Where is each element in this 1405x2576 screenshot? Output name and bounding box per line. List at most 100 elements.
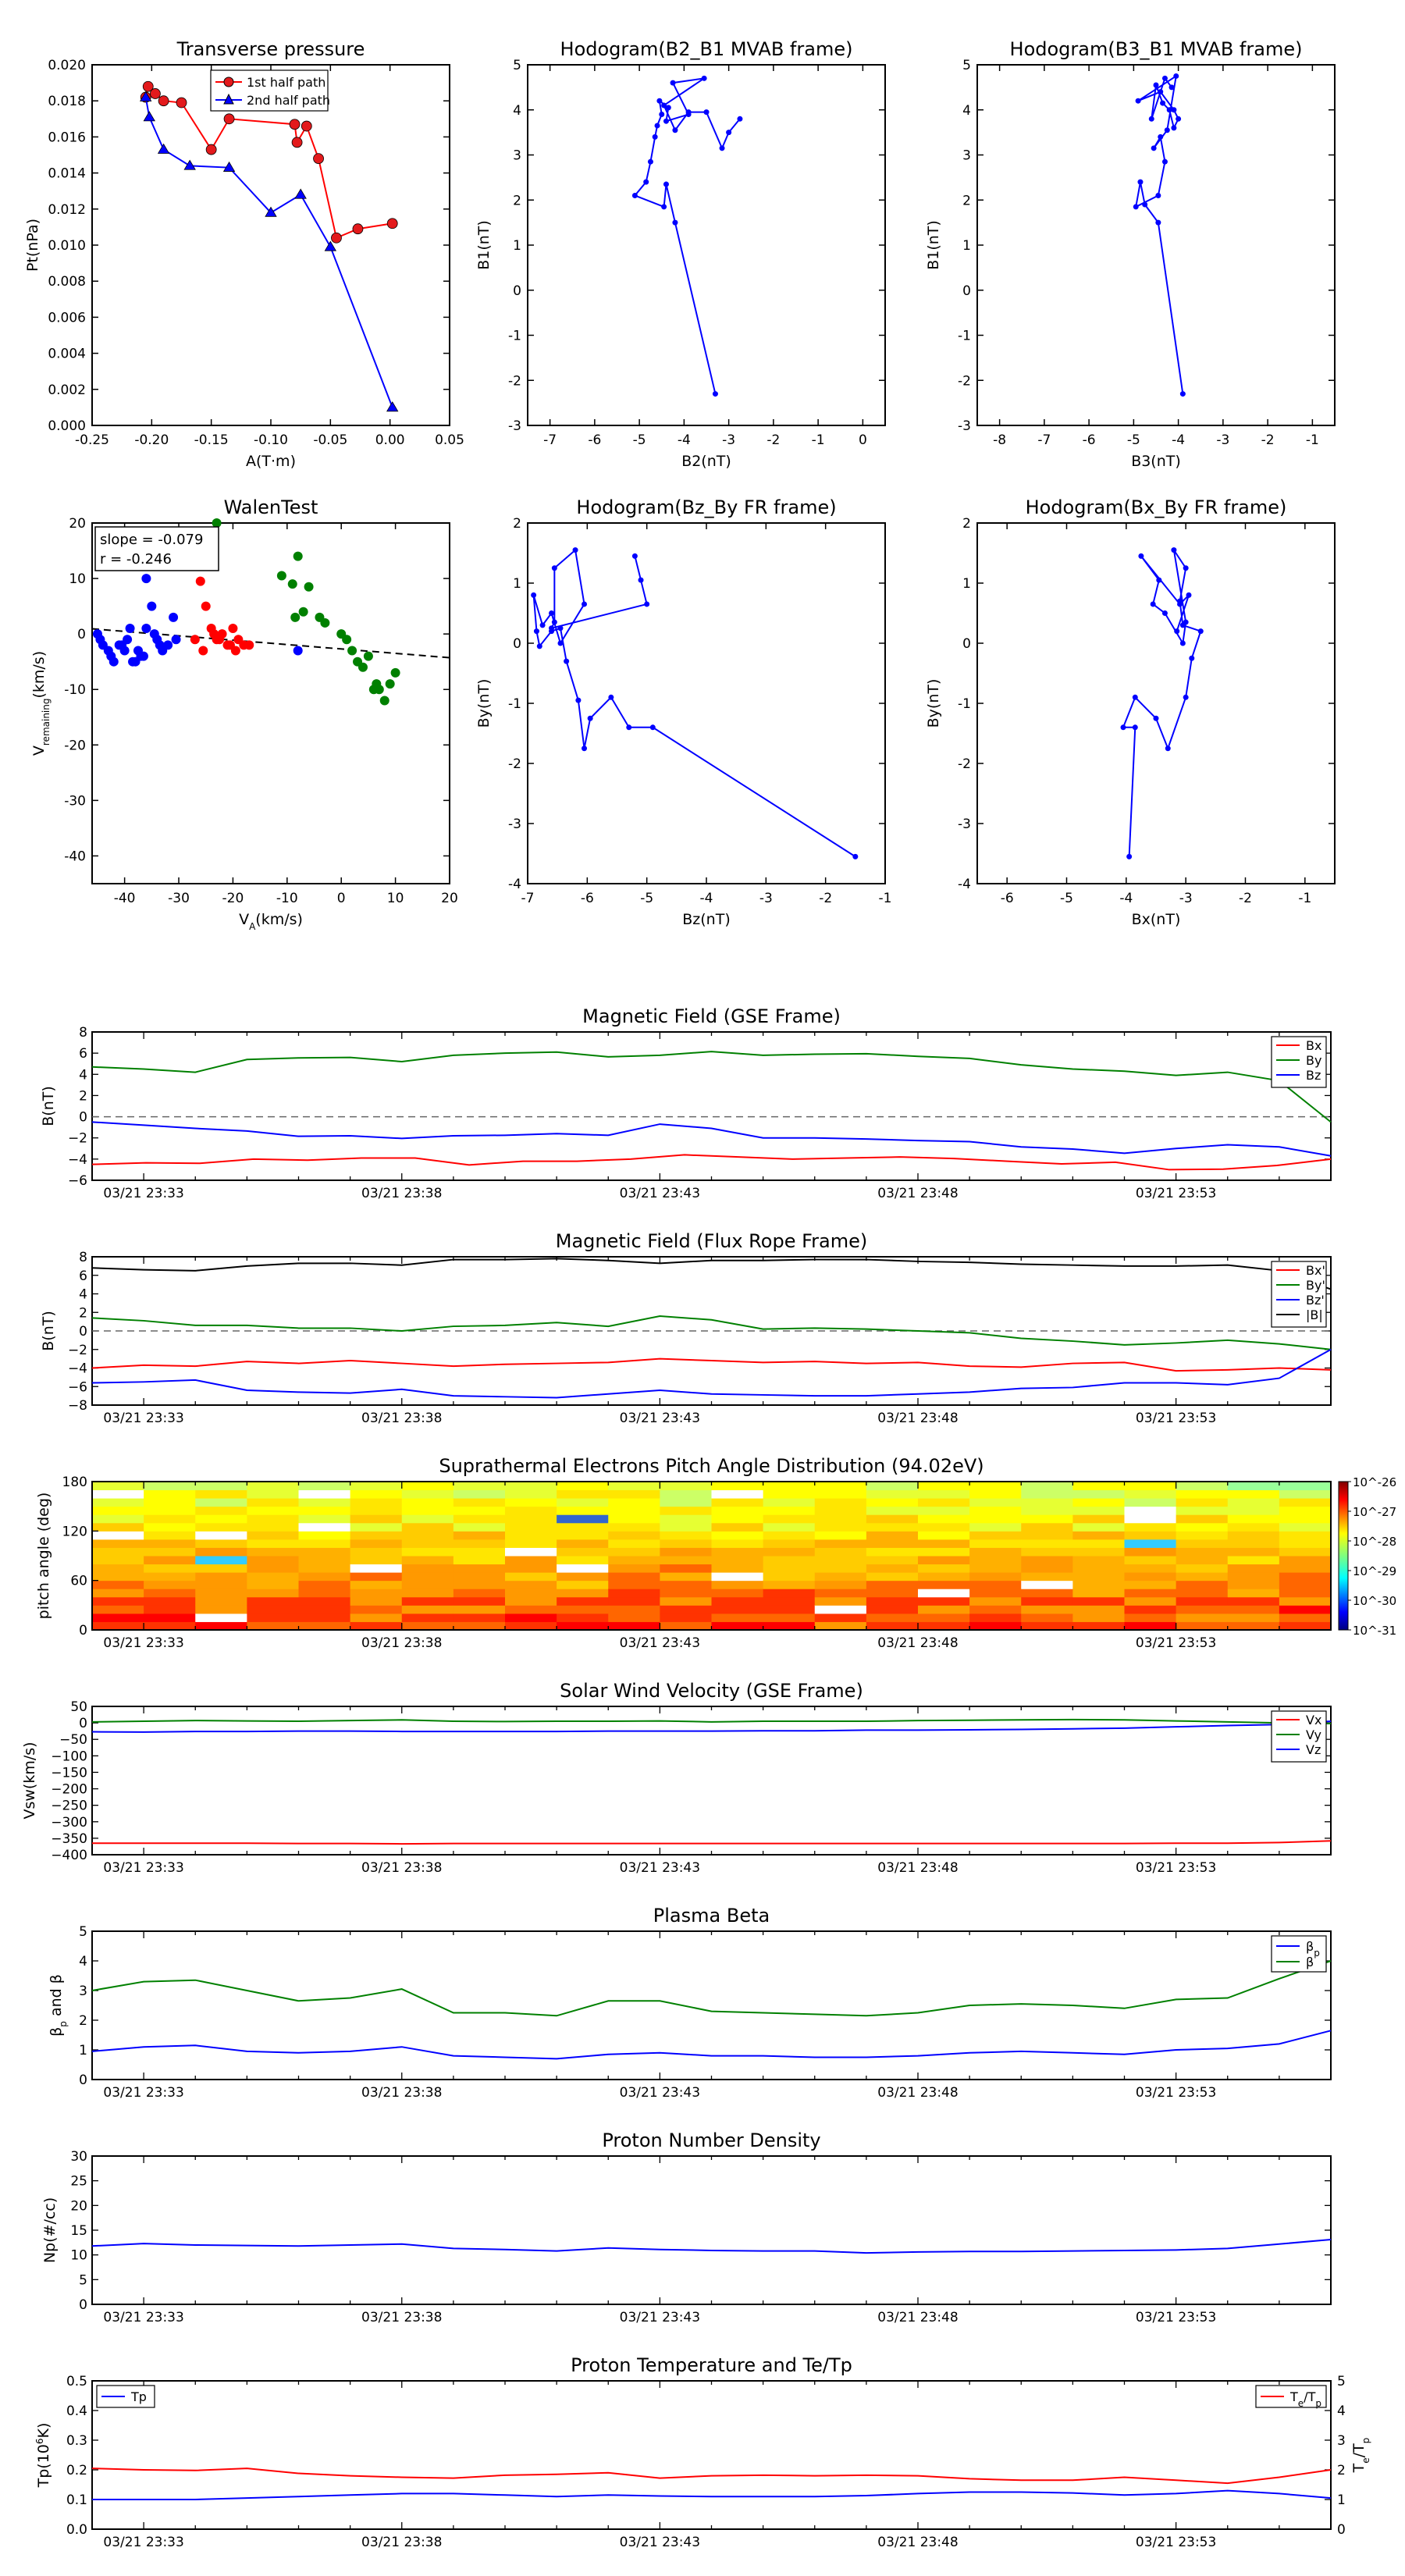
transverse-pressure-ytick-label: 0.000 — [48, 418, 86, 434]
pad-cell — [1279, 1522, 1332, 1532]
velocity-legend-label: Vz — [1306, 1742, 1321, 1757]
pad-cell — [660, 1506, 712, 1515]
pad-cell — [660, 1621, 712, 1631]
pad-cell — [763, 1514, 816, 1524]
pad-cell — [814, 1482, 867, 1491]
pad-cell — [1021, 1580, 1073, 1589]
density-time-label: 03/21 23:53 — [1136, 2310, 1216, 2325]
pad-cell — [1227, 1605, 1280, 1614]
walen-test-ytick-label: -40 — [64, 849, 86, 864]
pad-cell — [763, 1489, 816, 1499]
pad-cell — [505, 1531, 557, 1540]
hodogram-b3-b1-ytick-label: 5 — [962, 58, 971, 73]
pad-cell — [608, 1556, 660, 1565]
pad-cell — [505, 1547, 557, 1557]
hodogram-b2-b1-ytick-label: 2 — [513, 193, 521, 208]
pad-cell — [453, 1556, 506, 1565]
pad-cell — [969, 1498, 1022, 1507]
mag-fr-legend-label: By' — [1306, 1278, 1325, 1293]
pad-cell — [1176, 1489, 1229, 1499]
hodogram-bz-by-ytick-label: -1 — [508, 696, 521, 712]
pad-cell — [247, 1489, 299, 1499]
pad-cell — [660, 1482, 712, 1491]
pad-cell — [763, 1531, 816, 1540]
pad-cell — [1279, 1564, 1332, 1573]
pad-cell — [92, 1482, 144, 1491]
hodogram-bx-by-point — [1126, 853, 1133, 859]
pad-cell — [195, 1522, 247, 1532]
hodogram-b2-b1-ytick-label: -3 — [508, 418, 521, 434]
walen-test-point — [212, 518, 222, 528]
pad-cell — [557, 1572, 609, 1582]
pad-cell — [763, 1506, 816, 1515]
mag-gse-time-label: 03/21 23:53 — [1136, 1186, 1216, 1201]
pad-cell — [453, 1564, 506, 1573]
pad-cell — [1124, 1489, 1177, 1499]
pad-cell — [92, 1596, 144, 1606]
hodogram-b2-b1-xtick-label: -2 — [767, 432, 780, 448]
hodogram-b3-b1-ytick-label: 2 — [962, 193, 971, 208]
hodogram-b2-b1-point — [701, 75, 707, 81]
hodogram-b3-b1-point — [1171, 125, 1177, 131]
pad-cell — [1021, 1539, 1073, 1548]
pad-cell — [453, 1572, 506, 1582]
pad-cell — [1227, 1522, 1280, 1532]
pad-cell — [608, 1605, 660, 1614]
pad-cell — [969, 1531, 1022, 1540]
pad-cell — [608, 1596, 660, 1606]
pad-cell — [763, 1547, 816, 1557]
pad-cell — [1279, 1506, 1332, 1515]
hodogram-bz-by-point — [536, 643, 542, 649]
pad-cell — [660, 1514, 712, 1524]
pad-cell — [1021, 1572, 1073, 1582]
pad-cell — [866, 1514, 919, 1524]
temperature-ylabel: Tp(106K) — [34, 2423, 52, 2489]
velocity-ytick-label: −250 — [51, 1799, 87, 1814]
pad-colorbar-label: 10^-29 — [1353, 1564, 1396, 1578]
mag-gse-time-label: 03/21 23:33 — [103, 1186, 183, 1201]
density-ytick-label: 30 — [70, 2149, 87, 2165]
walen-test-point — [171, 635, 181, 645]
pad-cell — [92, 1539, 144, 1548]
mag-fr-ytick-label: −4 — [68, 1361, 87, 1377]
pad-cell — [866, 1489, 919, 1499]
hodogram-b2-b1-point — [631, 192, 638, 198]
pad-cell — [711, 1482, 764, 1491]
pad-cell — [1227, 1580, 1280, 1589]
pad-cell — [763, 1482, 816, 1491]
walen-test-point — [128, 656, 138, 667]
pad-cell — [350, 1613, 403, 1622]
walen-test-point — [163, 640, 173, 650]
pad-cell — [969, 1514, 1022, 1524]
mag-fr-series-|B| — [91, 1258, 1332, 1290]
transverse-pressure-point — [324, 240, 337, 251]
hodogram-b3-b1-ytick-label: -2 — [958, 373, 971, 389]
pad-cell — [608, 1572, 660, 1582]
pad-cell — [660, 1596, 712, 1606]
pad-cell — [505, 1605, 557, 1614]
pad-cell — [711, 1596, 764, 1606]
pad-cell — [1279, 1514, 1332, 1524]
pad-ytick-label: 180 — [62, 1475, 87, 1490]
pad-cell — [1227, 1498, 1280, 1507]
density-ytick-label: 0 — [79, 2297, 87, 2313]
pad-cell — [247, 1613, 299, 1622]
pad-cell — [918, 1556, 970, 1565]
temperature-series-Tp — [92, 2489, 1332, 2500]
pad-cell — [1021, 1498, 1073, 1507]
pad-cell — [247, 1539, 299, 1548]
beta-ytick-label: 0 — [79, 2073, 87, 2088]
pad-cell — [1124, 1621, 1177, 1631]
pad-cell — [1072, 1498, 1125, 1507]
hodogram-b3-b1-ytick-label: 1 — [962, 238, 971, 254]
density-ylabel: Np(#/cc) — [41, 2197, 59, 2263]
hodogram-b3-b1-point — [1137, 179, 1144, 185]
hodogram-b2-b1-point — [737, 116, 743, 122]
pad-cell — [969, 1547, 1022, 1557]
velocity-ytick-label: −200 — [51, 1782, 87, 1798]
density-ytick-label: 10 — [70, 2248, 87, 2264]
hodogram-bx-by-point — [1183, 694, 1189, 700]
pad-cell — [505, 1564, 557, 1573]
pad-cell — [1227, 1489, 1280, 1499]
pad-cell — [1227, 1506, 1280, 1515]
